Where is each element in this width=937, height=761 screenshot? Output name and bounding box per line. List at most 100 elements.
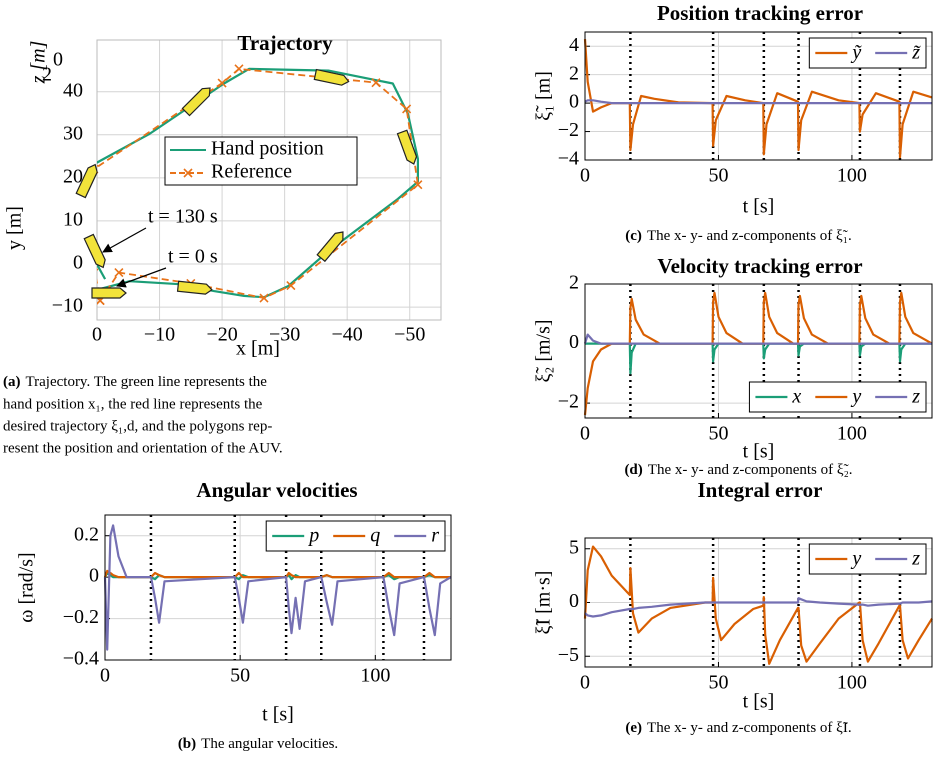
x-tick-label: 100 [837,672,867,694]
legend-label: ỹ [850,42,862,64]
z-tick-label: 0 [53,49,63,71]
x-tick-label: −20 [206,324,237,346]
plot-frame [104,514,452,661]
caption-text: The angular velocities. [201,736,338,752]
x-tick-label: 100 [837,165,867,187]
chart-title: Position tracking error [657,1,863,25]
legend-label: p [307,525,319,547]
caption-label: (d) [624,462,642,478]
x-tick-label: −50 [394,324,425,346]
y-tick-label: −5 [558,644,579,666]
reference-marker [402,104,412,114]
x-tick-label: 50 [708,423,728,445]
y-tick-label: 5 [569,536,579,558]
x-axis-label: x [m] [236,338,280,360]
x-tick-label: 0 [580,165,590,187]
x-tick-label: 50 [230,665,250,687]
legend-label: z̃ [911,42,921,64]
y-tick-label: 4 [569,34,579,56]
y-axis-label: ω [rad/s] [16,552,38,622]
y-tick-label: 40 [63,79,83,101]
reference-marker [259,293,269,303]
z-axis-label: z [m] [28,41,50,85]
caption-text: Trajectory. The green line represents th… [26,374,268,390]
plot-frame [584,31,933,161]
data-line [97,67,419,299]
caption: (e) The x- y- and z-components of ξ̃I. [625,720,851,736]
legend: ỹ z̃ [808,37,927,69]
reference-marker [114,268,124,278]
legend-label: z [911,386,920,408]
legend-box [164,136,358,186]
x-axis-label: t [s] [743,691,775,713]
y-tick-label: 0.2 [74,523,99,545]
caption-label: (c) [625,228,642,244]
y-tick-label: 30 [63,122,83,144]
x-tick-label: 0 [580,672,590,694]
x-tick-label: 100 [360,665,390,687]
reference-marker [217,78,227,88]
reference-marker [371,78,381,88]
y-tick-label: −2 [558,119,579,141]
x-tick-label: 0 [92,324,102,346]
legend-marker [183,168,193,178]
caption-text: desired trajectory ξ₁,d, and the polygon… [3,418,272,434]
legend-label: Reference [211,161,292,183]
y-tick-label: 0 [73,252,83,274]
x-axis-label: t [s] [743,441,775,463]
x-tick-label: −40 [332,324,363,346]
y-tick-label: 0 [89,565,99,587]
y-tick-label: −10 [52,295,83,317]
plot-frame [584,537,933,668]
x-tick-label: 0 [100,665,110,687]
caption: (d) The x- y- and z-components of ξ̃₂. [624,462,852,478]
data-line [585,342,932,375]
data-line [583,333,932,345]
y-axis-label: y [m] [4,206,26,250]
y-tick-label: 2 [569,62,579,84]
x-tick-label: 0 [580,423,590,445]
reference-marker [286,280,296,291]
y-tick-label: −0.4 [63,648,99,670]
y-tick-label: 0 [569,590,579,612]
caption-label: (e) [625,720,642,736]
chart-title: Velocity tracking error [657,254,862,278]
x-tick-label: 50 [708,165,728,187]
trajectory-lines [97,64,423,306]
y-tick-label: 10 [63,209,83,231]
legend-label: y [850,386,861,408]
legend-label: x [791,386,801,408]
caption-text: resent the position and orientation of t… [3,440,283,456]
data-line [584,597,933,618]
legend-label: z [911,548,920,570]
reference-marker [234,64,244,74]
y-tick-label: −4 [558,148,579,170]
reference-marker [413,180,423,190]
legend-label: q [370,525,380,547]
chart-title: Trajectory [237,31,333,55]
y-tick-label: 0 [569,91,579,113]
x-tick-label: 50 [708,672,728,694]
x-tick-label: 100 [837,423,867,445]
legend-label: Hand position [211,138,324,160]
annotation: t = 0 s [168,246,218,268]
y-tick-label: 20 [63,165,83,187]
caption-text: hand position x₁, the red line represent… [3,396,263,412]
caption-label: (b) [178,736,196,752]
x-axis-label: t [s] [262,704,294,726]
caption-label: (a) [3,374,21,390]
caption: (a) Trajectory. The green line represents… [3,374,267,390]
z-tick-label: 2 [42,64,52,86]
caption-text: The x- y- and z-components of ξ̃I. [647,720,852,736]
plot-frame [96,39,442,321]
legend: x y z [748,381,927,413]
y-tick-label: −2 [558,391,579,413]
y-axis-label: ξ̃₁ [m] [533,71,555,121]
y-tick-label: 0 [569,331,579,353]
data-line [584,99,932,105]
annotation-arrow [102,227,147,253]
caption-text: The x- y- and z-components of ξ̃₁. [647,228,852,244]
